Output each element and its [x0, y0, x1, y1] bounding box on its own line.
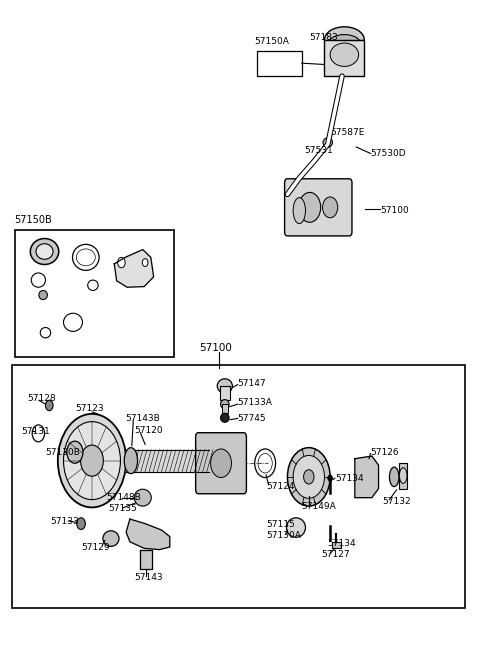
FancyBboxPatch shape: [196, 433, 246, 494]
Polygon shape: [355, 456, 379, 498]
Ellipse shape: [118, 257, 125, 268]
Text: 57183: 57183: [309, 33, 337, 42]
FancyBboxPatch shape: [285, 179, 352, 236]
Text: 57587E: 57587E: [330, 128, 364, 137]
Ellipse shape: [103, 531, 119, 546]
Text: 57143B: 57143B: [125, 414, 160, 423]
Ellipse shape: [293, 455, 324, 498]
Ellipse shape: [39, 290, 48, 299]
Ellipse shape: [323, 138, 333, 147]
Ellipse shape: [142, 259, 148, 267]
Text: 57150A: 57150A: [254, 37, 289, 47]
Ellipse shape: [303, 470, 314, 484]
Bar: [220, 386, 229, 400]
Text: 57134: 57134: [328, 538, 356, 548]
Text: 57745: 57745: [238, 414, 266, 423]
Ellipse shape: [67, 441, 83, 463]
Ellipse shape: [299, 193, 321, 222]
Ellipse shape: [288, 447, 330, 506]
Text: 57131: 57131: [22, 427, 50, 436]
Ellipse shape: [217, 379, 232, 393]
Text: 57129: 57129: [81, 542, 110, 552]
Ellipse shape: [328, 35, 360, 53]
Ellipse shape: [220, 413, 229, 422]
Bar: [324, 41, 364, 76]
Text: 57148B: 57148B: [106, 493, 141, 502]
Ellipse shape: [30, 238, 59, 265]
Text: 57100: 57100: [200, 343, 232, 353]
Text: 57147: 57147: [238, 379, 266, 388]
Ellipse shape: [399, 468, 407, 483]
Text: 57130B: 57130B: [46, 448, 80, 457]
Ellipse shape: [134, 489, 151, 506]
Bar: [399, 462, 408, 489]
Ellipse shape: [328, 475, 333, 481]
Bar: [14, 230, 174, 357]
Ellipse shape: [330, 43, 359, 66]
Ellipse shape: [220, 400, 229, 409]
Text: 57143: 57143: [135, 573, 163, 582]
Text: 57127: 57127: [322, 550, 350, 559]
Text: 57134: 57134: [335, 474, 363, 483]
Ellipse shape: [124, 447, 137, 474]
Text: 57100: 57100: [380, 206, 408, 215]
Ellipse shape: [81, 445, 103, 476]
Text: 57133: 57133: [50, 517, 79, 525]
Text: 57130A: 57130A: [266, 531, 301, 540]
Ellipse shape: [324, 27, 364, 53]
Text: 57128: 57128: [27, 394, 56, 403]
Polygon shape: [126, 519, 170, 550]
Ellipse shape: [389, 467, 399, 487]
Bar: [222, 404, 228, 413]
Text: 57124: 57124: [266, 482, 295, 491]
Polygon shape: [114, 250, 154, 288]
Text: 57115: 57115: [266, 521, 295, 529]
Text: 57126: 57126: [371, 448, 399, 457]
Text: 57530D: 57530D: [371, 149, 406, 158]
Ellipse shape: [58, 414, 126, 508]
Ellipse shape: [36, 244, 53, 259]
Text: 57531: 57531: [304, 145, 333, 155]
Text: 57132: 57132: [383, 497, 411, 506]
Bar: [12, 365, 466, 608]
Bar: [332, 542, 341, 548]
Ellipse shape: [359, 465, 366, 476]
Text: 57123: 57123: [75, 404, 104, 413]
Ellipse shape: [63, 422, 120, 500]
Bar: [257, 51, 301, 75]
Text: 57133A: 57133A: [238, 398, 273, 407]
Text: 57149A: 57149A: [301, 502, 336, 511]
Ellipse shape: [77, 518, 85, 529]
Ellipse shape: [293, 198, 305, 223]
Text: 57135: 57135: [108, 504, 137, 513]
Text: 57150B: 57150B: [14, 215, 52, 225]
Ellipse shape: [359, 479, 366, 490]
Ellipse shape: [211, 449, 231, 477]
Ellipse shape: [287, 518, 305, 537]
Ellipse shape: [46, 400, 53, 411]
Polygon shape: [140, 550, 152, 569]
Text: 57120: 57120: [135, 426, 163, 435]
Ellipse shape: [323, 197, 338, 217]
